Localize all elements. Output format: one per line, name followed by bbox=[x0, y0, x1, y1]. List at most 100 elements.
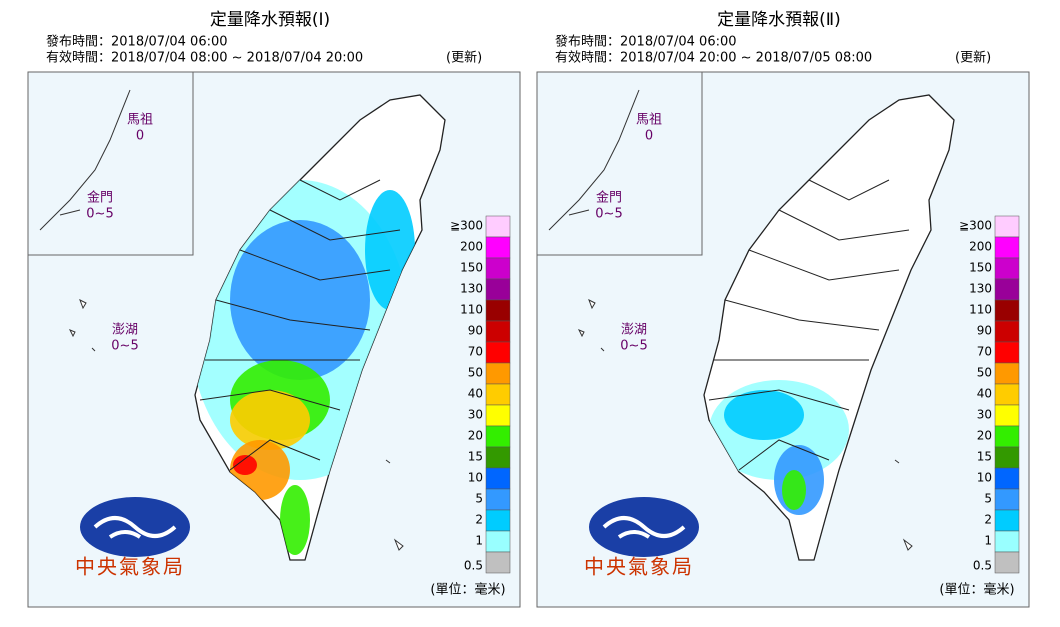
legend-swatch bbox=[485, 320, 511, 343]
legend-label: 2 bbox=[475, 513, 483, 527]
legend-label: 1 bbox=[984, 534, 992, 548]
legend-label: ≧300 bbox=[450, 219, 483, 233]
legend-label: 40 bbox=[468, 387, 483, 401]
legend-label: 70 bbox=[977, 345, 992, 359]
legend-swatch bbox=[485, 341, 511, 364]
legend-swatch bbox=[485, 467, 511, 490]
legend-swatch bbox=[485, 404, 511, 427]
legend-swatch bbox=[485, 530, 511, 553]
logo-swirl bbox=[93, 516, 177, 539]
legend-swatch bbox=[994, 467, 1020, 490]
legend-swatch bbox=[485, 236, 511, 259]
panel-title: 定量降水預報(Ⅰ) bbox=[210, 10, 330, 30]
penghu-islands bbox=[577, 298, 913, 551]
legend-label: 10 bbox=[468, 471, 483, 485]
legend-label: 90 bbox=[977, 324, 992, 338]
legend-swatch bbox=[485, 278, 511, 301]
island-value: 0~5 bbox=[111, 339, 138, 354]
legend-label: 10 bbox=[977, 471, 992, 485]
legend-label: 2 bbox=[984, 513, 992, 527]
island-value: 0 bbox=[645, 129, 653, 144]
matsu-coast bbox=[39, 89, 131, 231]
logo-swirl bbox=[602, 516, 686, 539]
island-value: 0~5 bbox=[595, 207, 622, 222]
island-name: 金門 bbox=[596, 190, 622, 206]
legend-swatch bbox=[994, 488, 1020, 511]
legend-label: 110 bbox=[969, 303, 992, 317]
legend-swatch bbox=[994, 320, 1020, 343]
logo-text: 中央氣象局 bbox=[75, 555, 185, 579]
legend-label: 150 bbox=[969, 261, 992, 275]
legend-label: 200 bbox=[460, 240, 483, 254]
island-value: 0 bbox=[136, 129, 144, 144]
issued-time: 發布時間：2018/07/04 06:00 bbox=[555, 35, 737, 50]
rain-area bbox=[280, 485, 310, 555]
penghu-islands bbox=[68, 298, 404, 551]
rain-area bbox=[230, 390, 310, 450]
rain-area bbox=[233, 455, 257, 475]
legend-label: 50 bbox=[977, 366, 992, 380]
legend-swatch bbox=[994, 362, 1020, 385]
island-name: 馬祖 bbox=[636, 113, 662, 128]
legend-swatch bbox=[994, 257, 1020, 280]
legend-label: 20 bbox=[977, 429, 992, 443]
legend-label: 70 bbox=[468, 345, 483, 359]
legend-swatch bbox=[994, 509, 1020, 532]
legend-swatch bbox=[994, 236, 1020, 259]
rain-areas bbox=[709, 380, 849, 515]
logo-text: 中央氣象局 bbox=[584, 555, 694, 579]
county-borders bbox=[708, 179, 910, 471]
legend-label: 130 bbox=[969, 282, 992, 296]
legend-label: 0.5 bbox=[464, 559, 483, 573]
legend-label: 5 bbox=[475, 492, 483, 506]
legend-swatch bbox=[994, 425, 1020, 448]
island-name: 澎湖 bbox=[112, 323, 138, 338]
legend-label: 20 bbox=[468, 429, 483, 443]
legend-label: 110 bbox=[460, 303, 483, 317]
update-note: (更新) bbox=[446, 50, 482, 66]
legend-swatch bbox=[485, 488, 511, 511]
legend-swatch bbox=[994, 215, 1020, 238]
island-name: 澎湖 bbox=[621, 323, 647, 338]
legend-label: 130 bbox=[460, 282, 483, 296]
legend-label: 30 bbox=[977, 408, 992, 422]
panel-title: 定量降水預報(Ⅱ) bbox=[717, 10, 841, 30]
legend-swatch bbox=[994, 404, 1020, 427]
island-value: 0~5 bbox=[86, 207, 113, 222]
legend-swatch bbox=[994, 446, 1020, 469]
legend-label: 50 bbox=[468, 366, 483, 380]
legend-swatch bbox=[485, 257, 511, 280]
unit-label: (單位：毫米) bbox=[939, 582, 1014, 598]
update-note: (更新) bbox=[955, 50, 991, 66]
island-name: 金門 bbox=[87, 190, 113, 206]
legend-swatch bbox=[485, 383, 511, 406]
legend-swatch bbox=[485, 425, 511, 448]
legend-swatch bbox=[485, 299, 511, 322]
map-panel: 定量降水預報(Ⅱ) 發布時間：2018/07/04 06:00有效時間：2018/… bbox=[536, 10, 1030, 608]
rain-area bbox=[230, 220, 370, 380]
legend-swatch bbox=[994, 299, 1020, 322]
legend-label: 40 bbox=[977, 387, 992, 401]
legend-label: 1 bbox=[475, 534, 483, 548]
legend-label: 30 bbox=[468, 408, 483, 422]
legend-label: 15 bbox=[977, 450, 992, 464]
inset-frame bbox=[27, 71, 194, 256]
legend-swatch bbox=[994, 551, 1020, 574]
matsu-coast bbox=[548, 89, 640, 231]
rain-area bbox=[782, 470, 806, 510]
legend-swatch bbox=[994, 530, 1020, 553]
unit-label: (單位：毫米) bbox=[430, 582, 505, 598]
legend-label: 5 bbox=[984, 492, 992, 506]
legend-swatch bbox=[994, 278, 1020, 301]
island-name: 馬祖 bbox=[127, 113, 153, 128]
legend-label: 90 bbox=[468, 324, 483, 338]
rain-area bbox=[724, 390, 804, 440]
county-borders bbox=[199, 179, 401, 471]
legend-swatch bbox=[485, 215, 511, 238]
island-value: 0~5 bbox=[620, 339, 647, 354]
legend-label: 150 bbox=[460, 261, 483, 275]
valid-time: 有效時間：2018/07/04 08:00 ~ 2018/07/04 20:00 bbox=[46, 51, 363, 66]
legend-label: 15 bbox=[468, 450, 483, 464]
legend-swatch bbox=[994, 383, 1020, 406]
